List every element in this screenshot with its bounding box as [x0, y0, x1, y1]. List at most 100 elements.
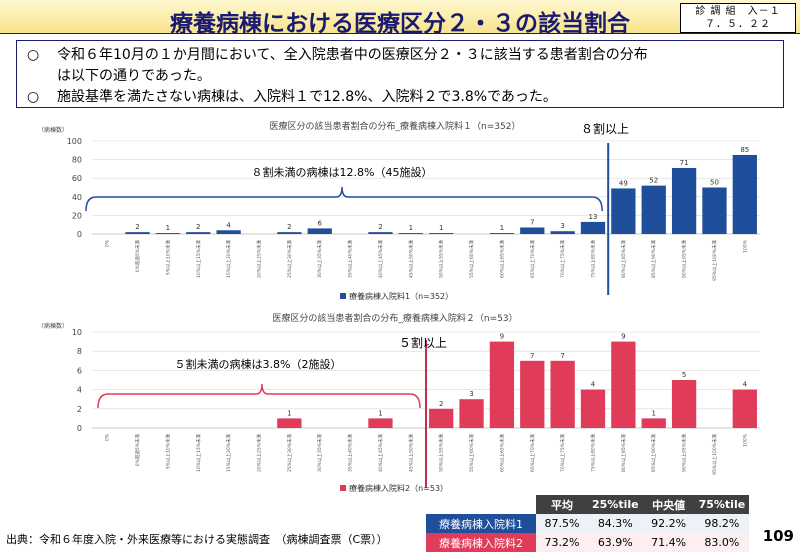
threshold-label: ５割以上	[399, 335, 447, 350]
source-note: 出典：令和６年度入院・外来医療等における実態調査 （病棟調査票（C票））	[6, 533, 388, 546]
data-label: 1	[500, 224, 504, 232]
stats-cell: 98.2%	[694, 514, 750, 533]
x-tick-label: 85%以上90%未満	[650, 240, 657, 279]
x-tick-label: 75%以上80%未満	[590, 240, 597, 279]
y-tick-label: 40	[72, 193, 82, 202]
legend-label: 療養病棟入院料2（n=53）	[349, 483, 448, 493]
x-tick-label: 40%以上45%未満	[377, 434, 384, 473]
data-label: 1	[378, 409, 382, 417]
threshold-label: ８割以上	[581, 121, 629, 136]
data-label: 52	[649, 177, 658, 185]
bar	[580, 221, 606, 234]
stats-cell: 87.5%	[536, 514, 588, 533]
y-tick-label: 60	[72, 174, 82, 183]
x-tick-label: 20%以上25%未満	[256, 434, 263, 473]
x-tick-label: 25%以上30%未満	[286, 240, 293, 279]
data-label: 4	[226, 221, 231, 229]
bar	[671, 380, 697, 428]
stats-header-cell: 75%tile	[694, 495, 750, 514]
under-threshold-brace	[85, 186, 603, 212]
stats-cell: 92.2%	[642, 514, 695, 533]
data-label: 1	[166, 224, 170, 232]
data-label: 5	[682, 371, 686, 379]
bar	[702, 187, 727, 234]
page-title: 療養病棟における医療区分２・３の該当割合	[170, 11, 630, 37]
document-id-line1: 診 調 組 入－１	[695, 6, 781, 17]
y-tick-label: 100	[67, 137, 82, 146]
chart-nyuinryo-1: 医療区分の該当患者割合の分布_療養病棟入院料１（n=352）（病棟数）02040…	[38, 120, 760, 301]
x-tick-label: 35%以上40%未満	[347, 434, 354, 473]
bar	[550, 231, 575, 234]
stats-cell: 73.2%	[536, 533, 588, 552]
bar	[125, 232, 150, 234]
bar	[368, 232, 393, 234]
data-label: 7	[530, 352, 534, 360]
data-label: 9	[621, 333, 625, 341]
bar	[216, 230, 241, 234]
x-tick-label: 60%以上65%未満	[498, 240, 505, 279]
bar	[398, 233, 423, 234]
x-tick-label: 60%以上65%未満	[498, 434, 505, 473]
data-label: 4	[743, 381, 748, 389]
stats-header-cell: 平均	[536, 495, 588, 514]
x-tick-label: 95%以上100%未満	[711, 434, 718, 475]
y-tick-label: 10	[72, 328, 82, 337]
data-label: 49	[619, 179, 628, 187]
data-label: 4	[591, 381, 596, 389]
y-tick-label: 6	[77, 366, 82, 375]
y-tick-label: 20	[72, 211, 82, 220]
bar	[671, 167, 697, 234]
x-tick-label: 30%以上35%未満	[316, 240, 323, 279]
bar	[459, 399, 484, 428]
stats-row-label: 療養病棟入院料2	[426, 533, 536, 552]
x-tick-label: 35%以上40%未満	[347, 240, 354, 279]
x-tick-label: 20%以上25%未満	[256, 240, 263, 279]
bar	[550, 360, 575, 428]
bar	[489, 341, 515, 428]
bar	[307, 228, 332, 234]
bar	[429, 233, 454, 234]
title-bar: 療養病棟における医療区分２・３の該当割合 診 調 組 入－１ ７．５．２２	[0, 0, 800, 37]
x-tick-label: 90%以上95%未満	[681, 240, 688, 279]
y-axis-label: （病棟数）	[38, 126, 68, 134]
data-label: 3	[469, 390, 473, 398]
bar	[520, 227, 545, 234]
x-tick-label: 10%以上15%未満	[195, 240, 202, 279]
data-label: 2	[135, 223, 139, 231]
x-tick-label: 0%超過5%未満	[134, 240, 141, 273]
data-label: 7	[530, 218, 534, 226]
legend-swatch	[340, 485, 346, 491]
data-label: 1	[439, 224, 443, 232]
x-tick-label: 80%以上85%未満	[620, 434, 627, 473]
bar	[520, 360, 545, 428]
data-label: 85	[740, 146, 749, 154]
bar	[155, 233, 181, 234]
data-label: 2	[378, 223, 382, 231]
x-tick-label: 50%以上55%未満	[438, 240, 445, 279]
under-threshold-label: ５割未満の病棟は3.8%（2施設）	[175, 357, 342, 371]
data-label: 1	[409, 224, 413, 232]
x-tick-label: 0%超過5%未満	[134, 434, 141, 467]
bar	[277, 418, 302, 428]
x-tick-label: 85%以上90%未満	[650, 434, 657, 473]
bar	[580, 389, 606, 428]
bullet-circle-icon: ○	[27, 89, 40, 105]
chart-title: 医療区分の該当患者割合の分布_療養病棟入院料１（n=352）	[270, 120, 521, 132]
chart-nyuinryo-2: 医療区分の該当患者割合の分布_療養病棟入院料２（n=53） （病棟数） 0 2 4 6 8 1…	[38, 312, 760, 493]
x-tick-label: 70%以上75%未満	[559, 240, 566, 279]
stats-table: 平均 25%tile 中央値 75%tile 療養病棟入院料1 87.5% 84…	[426, 495, 750, 552]
bar	[641, 418, 666, 428]
x-tick-label: 15%以上20%未満	[225, 434, 232, 473]
x-tick-label: 100%	[742, 239, 748, 253]
y-tick-label: 0	[77, 230, 82, 239]
legend-label: 療養病棟入院料1（n=352）	[349, 291, 453, 301]
data-label: 7	[560, 352, 564, 360]
stats-cell: 71.4%	[642, 533, 695, 552]
x-tick-label: 25%以上30%未満	[286, 434, 293, 473]
bar	[732, 389, 757, 428]
legend-swatch	[340, 293, 346, 299]
data-label: 3	[560, 222, 564, 230]
x-tick-label: 80%以上85%未満	[620, 240, 627, 279]
x-tick-label: 45%以上50%未満	[407, 434, 414, 473]
bar	[489, 233, 515, 234]
